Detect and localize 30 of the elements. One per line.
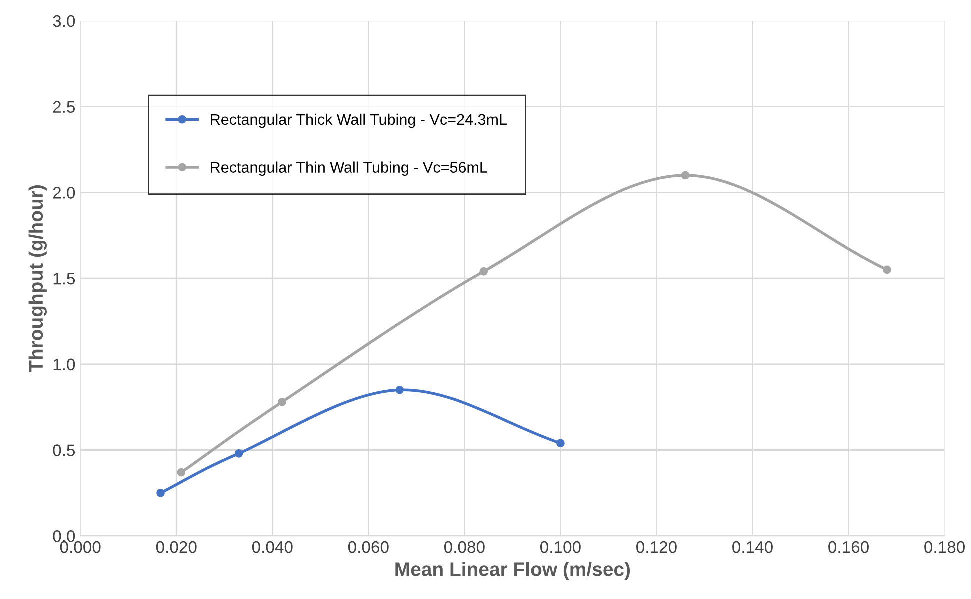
legend-label: Rectangular Thin Wall Tubing - Vc=56mL (211, 162, 488, 176)
y-tick-label: 1.0 (54, 358, 76, 371)
x-tick-label: 0.160 (828, 541, 869, 554)
x-tick-label: 0.100 (540, 541, 581, 554)
x-tick-label: 0.080 (444, 541, 485, 554)
x-tick-label: 0.060 (348, 541, 389, 554)
y-axis-title: Throughput (g/hour) (28, 186, 48, 372)
x-tick-label: 0.140 (732, 541, 773, 554)
x-tick-label: 0.180 (924, 541, 965, 554)
y-tick-label: 1.5 (54, 273, 76, 285)
x-tick-label: 0.120 (636, 541, 677, 554)
y-tick-label: 2.0 (53, 187, 76, 199)
point (278, 398, 286, 406)
y-tick-label: 0.0 (53, 530, 76, 542)
x-tick-label: 0.020 (156, 541, 197, 554)
x-tick-label: 0.040 (252, 541, 293, 554)
point (396, 386, 404, 394)
x-axis-title: Mean Linear Flow (m/sec) (396, 562, 630, 580)
y-tick-label: 2.5 (53, 101, 76, 114)
point (234, 450, 244, 458)
point (156, 489, 165, 498)
y-tick-label: 0.5 (53, 444, 76, 456)
point (681, 171, 690, 180)
point (480, 268, 488, 276)
point (883, 266, 892, 274)
point (556, 439, 565, 448)
y-tick-label: 3.0 (53, 15, 76, 28)
legend-label: Rectangular Thick Wall Tubing - Vc=24.3mL (211, 114, 507, 128)
point (177, 468, 186, 477)
x-tick-label: 0.000 (60, 541, 101, 554)
